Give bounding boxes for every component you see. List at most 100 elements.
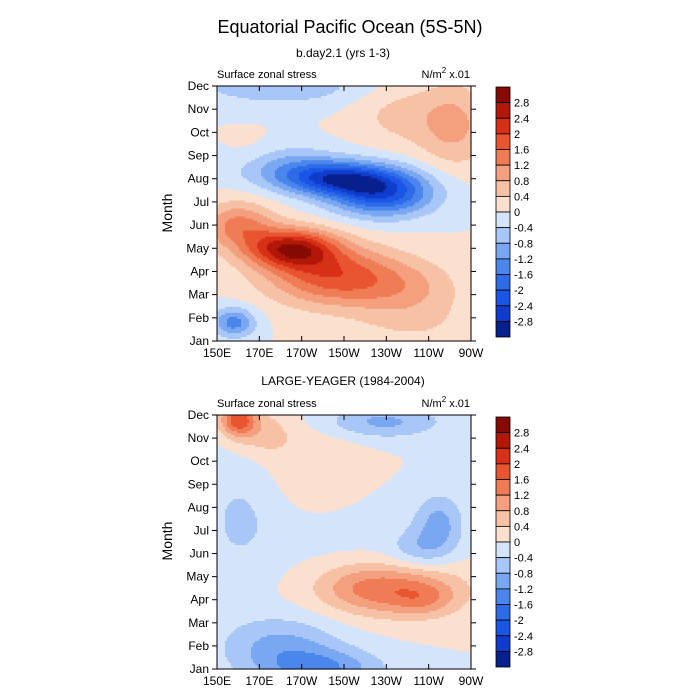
contour-cell xyxy=(427,120,430,123)
contour-cell xyxy=(391,110,394,113)
contour-cell xyxy=(363,104,366,107)
contour-cell xyxy=(391,86,394,89)
contour-cell xyxy=(395,92,398,95)
contour-cell xyxy=(293,94,296,97)
contour-cell xyxy=(283,110,286,113)
contour-cell xyxy=(367,108,370,111)
contour-cell xyxy=(457,92,460,95)
contour-cell xyxy=(411,96,414,99)
contour-cell xyxy=(341,100,344,103)
contour-cell xyxy=(277,100,280,103)
contour-cell xyxy=(331,116,334,119)
contour-cell xyxy=(441,100,444,103)
contour-cell xyxy=(437,104,440,107)
contour-cell xyxy=(349,112,352,115)
contour-cell xyxy=(221,120,224,123)
contour-cell xyxy=(393,90,396,93)
contour-cell xyxy=(407,116,410,119)
contour-cell xyxy=(347,88,350,91)
contour-cell xyxy=(359,98,362,101)
contour-cell xyxy=(385,126,388,129)
contour-cell xyxy=(229,96,232,99)
contour-cell xyxy=(237,100,240,103)
contour-cell xyxy=(461,92,464,95)
contour-cell xyxy=(327,90,330,93)
contour-cell xyxy=(303,120,306,123)
contour-cell xyxy=(443,122,446,125)
contour-cell xyxy=(223,106,226,109)
contour-cell xyxy=(389,88,392,91)
contour-cell xyxy=(247,98,250,101)
contour-cell xyxy=(467,104,470,107)
contour-cell xyxy=(293,102,296,105)
contour-cell xyxy=(461,124,464,127)
contour-cell xyxy=(333,126,336,129)
contour-cell xyxy=(231,90,234,93)
contour-cell xyxy=(285,108,288,111)
contour-cell xyxy=(229,92,232,95)
contour-cell xyxy=(447,124,450,127)
contour-cell xyxy=(337,124,340,127)
contour-cell xyxy=(463,110,466,113)
contour-cell xyxy=(313,92,316,95)
contour-cell xyxy=(455,122,458,125)
contour-cell xyxy=(281,102,284,105)
contour-cell xyxy=(427,118,430,121)
contour-cell xyxy=(251,118,254,121)
contour-cell xyxy=(375,86,378,89)
contour-cell xyxy=(261,96,264,99)
contour-cell xyxy=(359,122,362,125)
contour-cell xyxy=(417,124,420,127)
contour-cell xyxy=(275,124,278,127)
contour-cell xyxy=(427,116,430,119)
contour-cell xyxy=(309,92,312,95)
contour-cell xyxy=(313,122,316,125)
contour-cell xyxy=(401,94,404,97)
contour-cell xyxy=(429,120,432,123)
contour-cell xyxy=(447,96,450,99)
contour-cell xyxy=(381,94,384,97)
contour-cell xyxy=(403,86,406,89)
contour-cell xyxy=(409,102,412,105)
contour-cell xyxy=(325,124,328,127)
contour-cell xyxy=(343,126,346,129)
contour-cell xyxy=(357,86,360,89)
contour-cell xyxy=(457,108,460,111)
contour-cell xyxy=(313,120,316,123)
contour-cell xyxy=(387,106,390,109)
contour-cell xyxy=(449,112,452,115)
contour-cell xyxy=(461,98,464,101)
contour-cell xyxy=(457,88,460,91)
contour-cell xyxy=(433,104,436,107)
contour-cell xyxy=(307,126,310,129)
contour-cell xyxy=(455,98,458,101)
contour-cell xyxy=(223,122,226,125)
contour-cell xyxy=(445,92,448,95)
contour-cell xyxy=(323,96,326,99)
contour-cell xyxy=(287,100,290,103)
contour-cell xyxy=(283,100,286,103)
contour-cell xyxy=(281,90,284,93)
contour-cell xyxy=(321,104,324,107)
contour-cell xyxy=(371,100,374,103)
contour-cell xyxy=(387,116,390,119)
contour-cell xyxy=(307,98,310,101)
contour-cell xyxy=(317,102,320,105)
contour-cell xyxy=(349,124,352,127)
contour-cell xyxy=(463,94,466,97)
contour-cell xyxy=(359,116,362,119)
contour-cell xyxy=(395,126,398,129)
contour-cell xyxy=(377,94,380,97)
contour-cell xyxy=(323,90,326,93)
contour-cell xyxy=(311,112,314,115)
contour-cell xyxy=(421,94,424,97)
contour-cell xyxy=(285,94,288,97)
contour-cell xyxy=(249,86,252,89)
contour-cell xyxy=(381,102,384,105)
contour-cell xyxy=(387,120,390,123)
contour-cell xyxy=(313,114,316,117)
contour-cell xyxy=(419,92,422,95)
contour-cell xyxy=(427,108,430,111)
contour-cell xyxy=(323,126,326,129)
contour-cell xyxy=(259,88,262,91)
